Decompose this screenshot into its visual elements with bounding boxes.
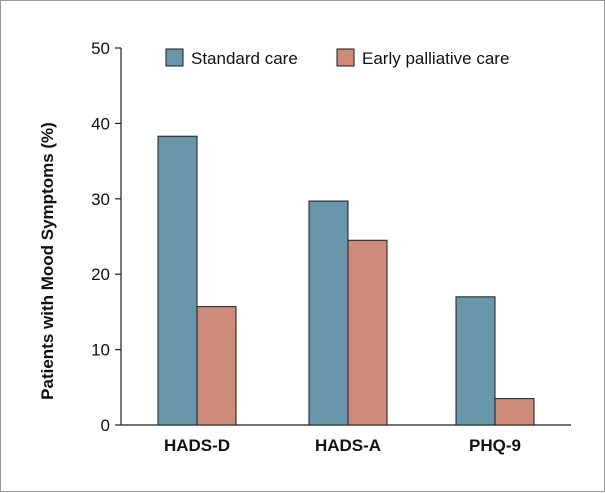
legend-swatch — [336, 48, 355, 67]
y-axis-title: Patients with Mood Symptoms (%) — [38, 122, 57, 400]
bar — [494, 398, 535, 426]
bars — [157, 135, 535, 426]
legend-label: Standard care — [191, 49, 298, 68]
x-categories: HADS-D HADS-A PHQ-9 — [164, 436, 521, 455]
y-ticks: 0 10 20 30 40 50 — [91, 39, 121, 435]
x-category-label: HADS-A — [315, 436, 381, 455]
bar — [196, 306, 237, 426]
y-tick-label: 40 — [91, 114, 110, 133]
y-tick-label: 20 — [91, 265, 110, 284]
y-tick-label: 50 — [91, 39, 110, 58]
y-tick-label: 30 — [91, 190, 110, 209]
y-tick-label: 0 — [101, 416, 110, 435]
bar — [157, 135, 198, 426]
legend-swatch — [165, 48, 184, 67]
bar — [347, 239, 388, 426]
bar — [455, 296, 496, 426]
y-tick-label: 10 — [91, 341, 110, 360]
bar — [308, 200, 349, 426]
legend-label: Early palliative care — [362, 49, 509, 68]
x-category-label: PHQ-9 — [469, 436, 521, 455]
x-category-label: HADS-D — [164, 436, 230, 455]
legend: Standard care Early palliative care — [165, 48, 509, 68]
